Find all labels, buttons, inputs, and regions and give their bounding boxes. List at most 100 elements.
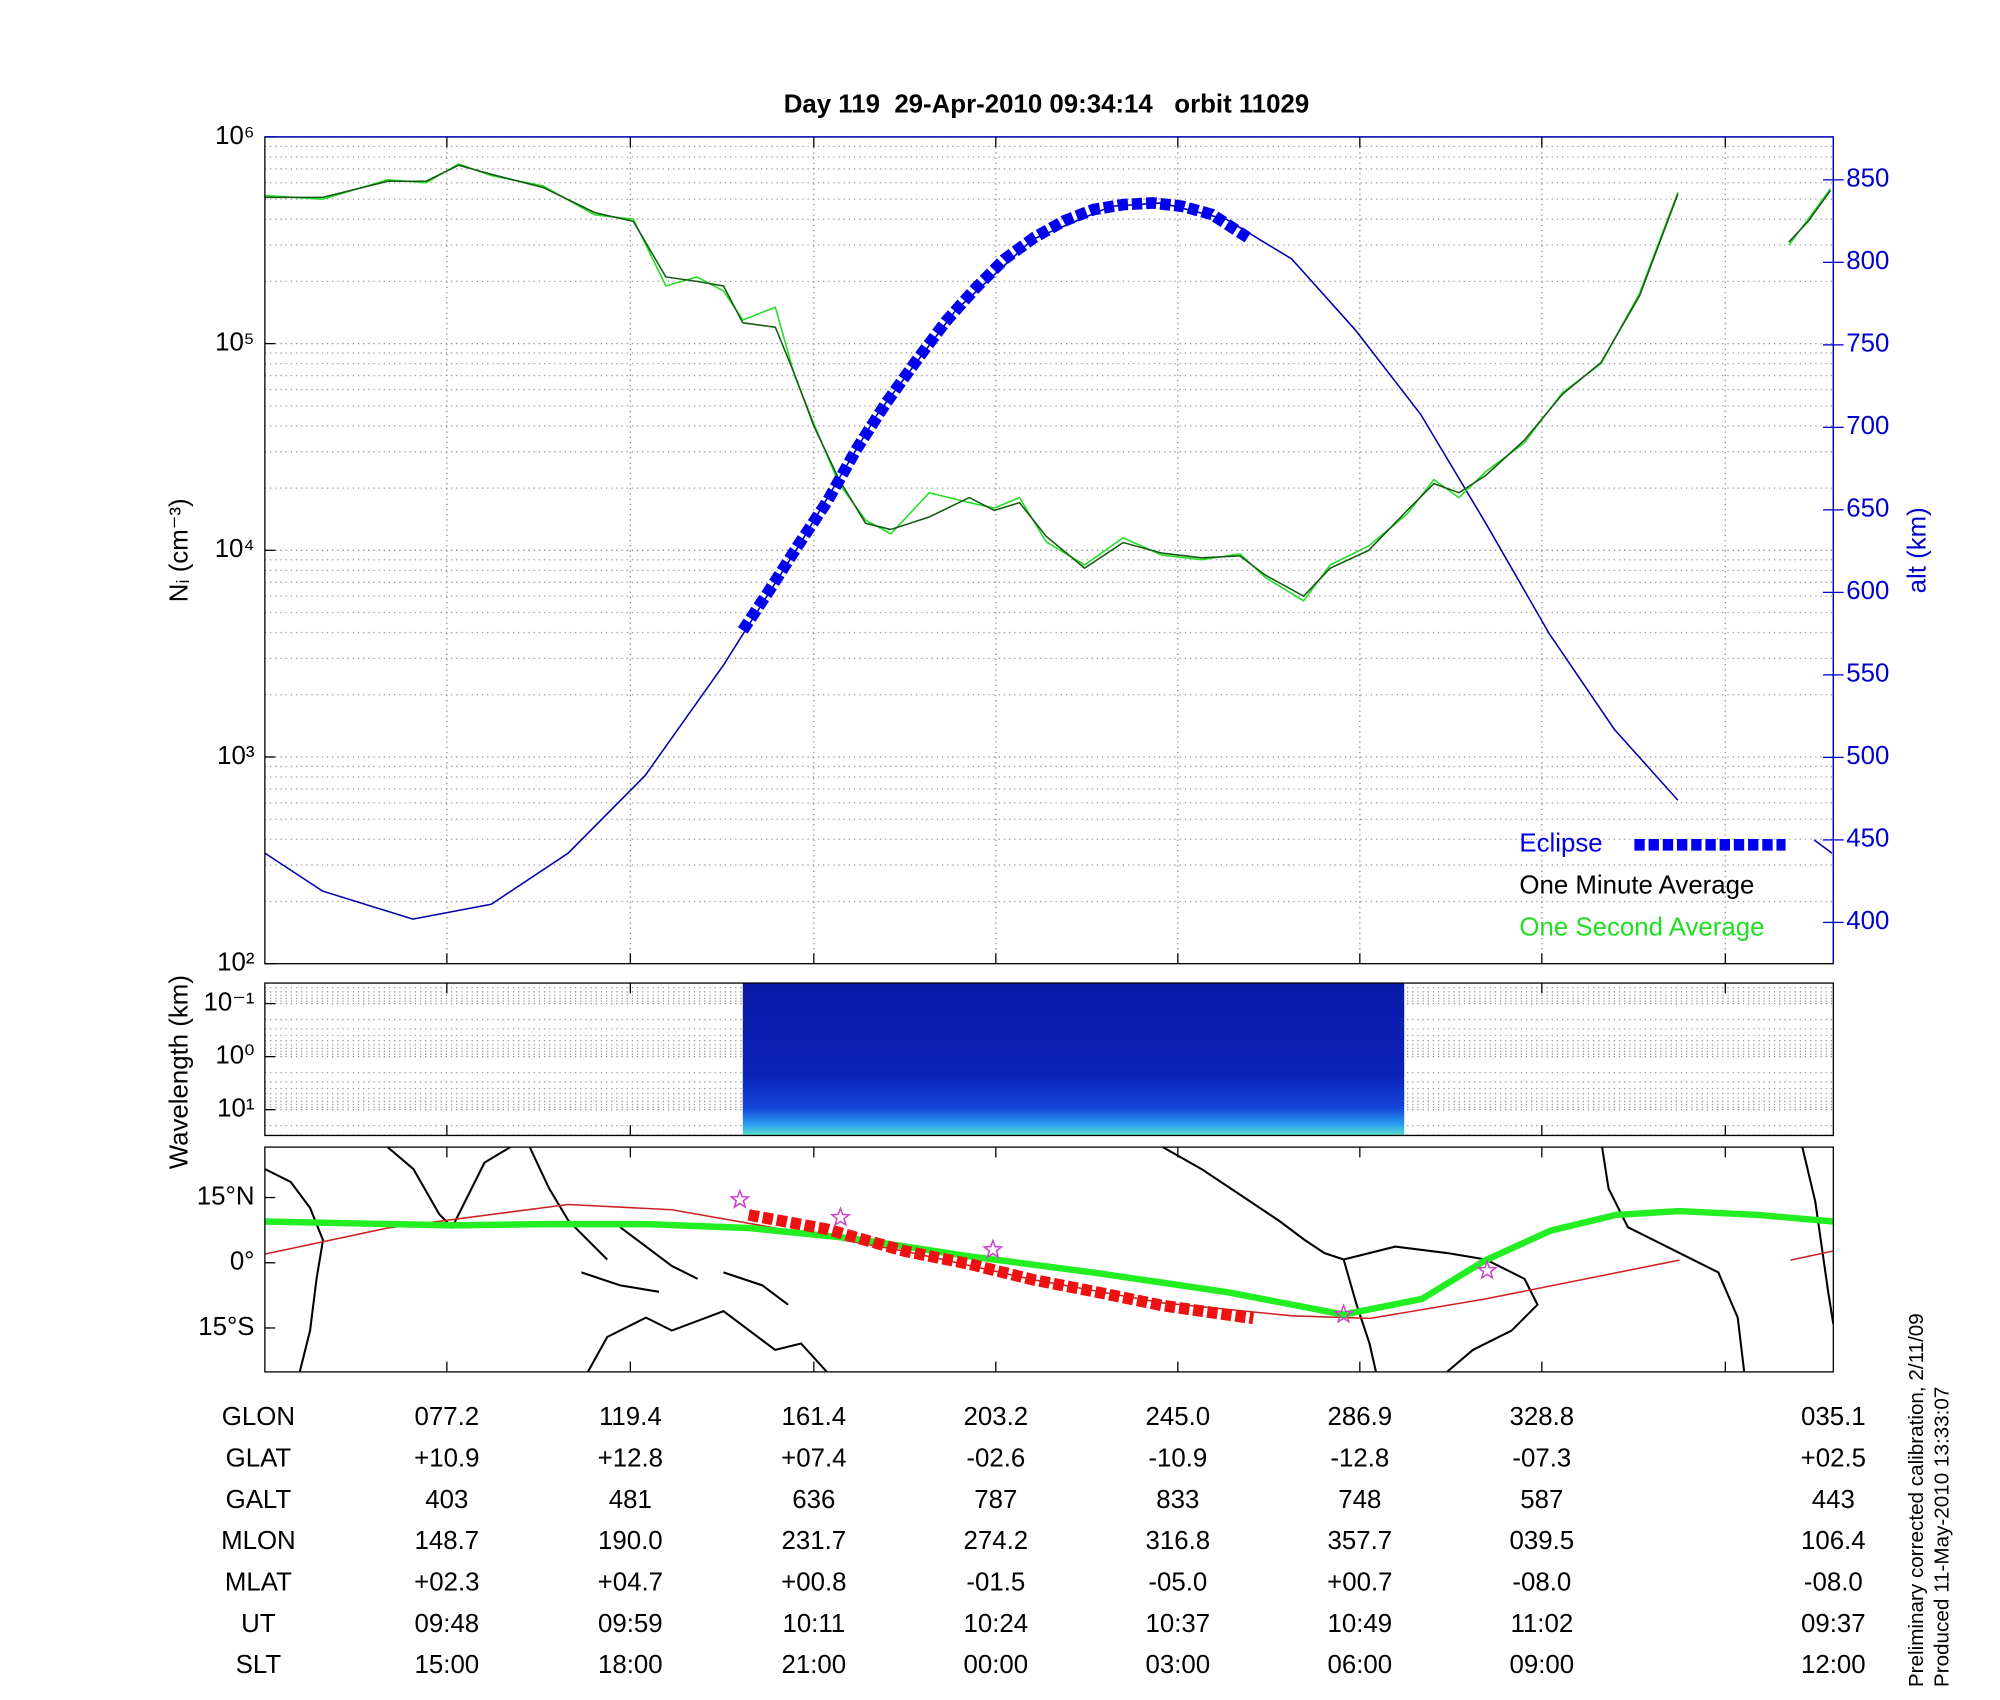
table-cell: 10:11 [782, 1610, 845, 1638]
table-cell: 403 [425, 1486, 468, 1514]
station-star [1476, 1259, 1498, 1280]
table-cell: 10:24 [964, 1610, 1029, 1638]
side-note: Preliminary corrected calibration, 2/11/… [1905, 1313, 1928, 1687]
y2-tick-label: 750 [1846, 330, 1889, 358]
table-cell: 328.8 [1510, 1403, 1575, 1431]
table-cell: 587 [1520, 1486, 1563, 1514]
y2-tick-label: 700 [1846, 412, 1889, 440]
row-label: MLAT [225, 1569, 292, 1597]
chart-title: Day 119 29-Apr-2010 09:34:14 orbit 11029 [784, 91, 1310, 119]
table-cell: 10:49 [1328, 1610, 1393, 1638]
y-axis-label: Wavelength (km) [166, 975, 194, 1169]
y-tick-label: 10⁵ [215, 328, 254, 356]
table-cell: 12:00 [1801, 1651, 1866, 1679]
row-label: MLON [221, 1527, 296, 1555]
table-cell: 00:00 [964, 1651, 1029, 1679]
table-cell: 748 [1338, 1486, 1381, 1514]
y2-tick-label: 800 [1846, 247, 1889, 275]
coast-africa-east [264, 1168, 325, 1372]
table-cell: 15:00 [415, 1651, 480, 1679]
legend-label: Eclipse [1519, 830, 1602, 858]
y-tick-label: 10¹ [217, 1094, 255, 1122]
table-cell: 035.1 [1801, 1403, 1866, 1431]
row-label: GLON [222, 1403, 295, 1431]
table-cell: 357.7 [1328, 1527, 1393, 1555]
coast-central-america [1162, 1147, 1344, 1261]
table-cell: 09:48 [415, 1610, 480, 1638]
y2-tick-label: 500 [1846, 742, 1889, 770]
table-cell: +07.4 [781, 1445, 846, 1473]
eclipse-track [737, 197, 1254, 634]
y2-axis-label: alt (km) [1903, 507, 1931, 593]
table-cell: +02.5 [1801, 1445, 1866, 1473]
y2-tick-label: 550 [1846, 660, 1889, 688]
y2-tick-label: 600 [1846, 577, 1889, 605]
series [264, 163, 1833, 920]
table-cell: +04.7 [598, 1569, 663, 1597]
table-cell: 09:59 [598, 1610, 663, 1638]
y-tick-label: 15°N [197, 1182, 255, 1210]
y-tick-label: 10⁰ [215, 1041, 254, 1069]
table-cell: 833 [1156, 1486, 1199, 1514]
table-cell: 316.8 [1146, 1527, 1211, 1555]
table-cell: 190.0 [598, 1527, 663, 1555]
table-cell: 03:00 [1146, 1651, 1211, 1679]
table-cell: 11:02 [1510, 1610, 1573, 1638]
table-cell: 787 [974, 1486, 1017, 1514]
table-cell: 077.2 [415, 1403, 480, 1431]
table-cell: 443 [1812, 1486, 1855, 1514]
table-cell: 636 [792, 1486, 835, 1514]
y-tick-label: 15°S [198, 1313, 254, 1341]
table-cell: +00.8 [781, 1569, 846, 1597]
legend-label: One Minute Average [1519, 872, 1754, 900]
table-cell: 203.2 [964, 1403, 1029, 1431]
data-line [264, 163, 1831, 602]
table-cell: 274.2 [964, 1527, 1029, 1555]
y-axis-label: Nᵢ (cm⁻³) [166, 498, 194, 602]
table-cell: 231.7 [782, 1527, 847, 1555]
table-cell: +02.3 [414, 1569, 479, 1597]
row-label: SLT [236, 1651, 282, 1679]
row-label: UT [241, 1610, 276, 1638]
table-cell: 106.4 [1801, 1527, 1866, 1555]
table-cell: 245.0 [1146, 1403, 1211, 1431]
legend-label: One Second Average [1519, 914, 1764, 942]
y-tick-label: 0° [230, 1248, 255, 1276]
table-cell: 119.4 [599, 1403, 662, 1431]
plot-frame [264, 982, 1834, 1137]
table-cell: 18:00 [598, 1651, 663, 1679]
station-star [829, 1206, 852, 1227]
table-cell: -08.0 [1512, 1569, 1571, 1597]
table-cell: 148.7 [415, 1527, 480, 1555]
spectrogram [742, 983, 1405, 1136]
row-label: GALT [226, 1486, 292, 1514]
table-cell: 10:37 [1146, 1610, 1211, 1638]
table-cell: -07.3 [1512, 1445, 1571, 1473]
coast-islands [528, 1147, 789, 1306]
table-cell: 481 [609, 1486, 652, 1514]
y-tick-label: 10⁶ [215, 122, 254, 150]
station-star [982, 1238, 1004, 1259]
coast-africa-west [1601, 1147, 1746, 1372]
table-cell: 286.9 [1328, 1403, 1393, 1431]
row-label: GLAT [226, 1445, 292, 1473]
y2-tick-label: 850 [1846, 165, 1889, 193]
table-cell: -01.5 [966, 1569, 1025, 1597]
tracks [264, 1188, 1834, 1325]
y2-tick-label: 450 [1846, 825, 1889, 853]
plot-frame [264, 1146, 1834, 1373]
table-cell: -02.6 [966, 1445, 1025, 1473]
y-tick-label: 10⁻¹ [204, 988, 255, 1016]
track-squares [747, 1209, 1255, 1325]
coast-australia [586, 1310, 828, 1372]
table-cell: -12.8 [1330, 1445, 1389, 1473]
coast-south-america [1342, 1245, 1539, 1372]
table-cell: 06:00 [1328, 1651, 1393, 1679]
side-note: Produced 11-May-2010 13:33:07 [1931, 1387, 1954, 1687]
table-cell: +12.8 [598, 1445, 663, 1473]
table-cell: 09:00 [1510, 1651, 1575, 1679]
y2-tick-label: 400 [1846, 907, 1889, 935]
table-cell: 21:00 [782, 1651, 847, 1679]
table-cell: -10.9 [1148, 1445, 1207, 1473]
